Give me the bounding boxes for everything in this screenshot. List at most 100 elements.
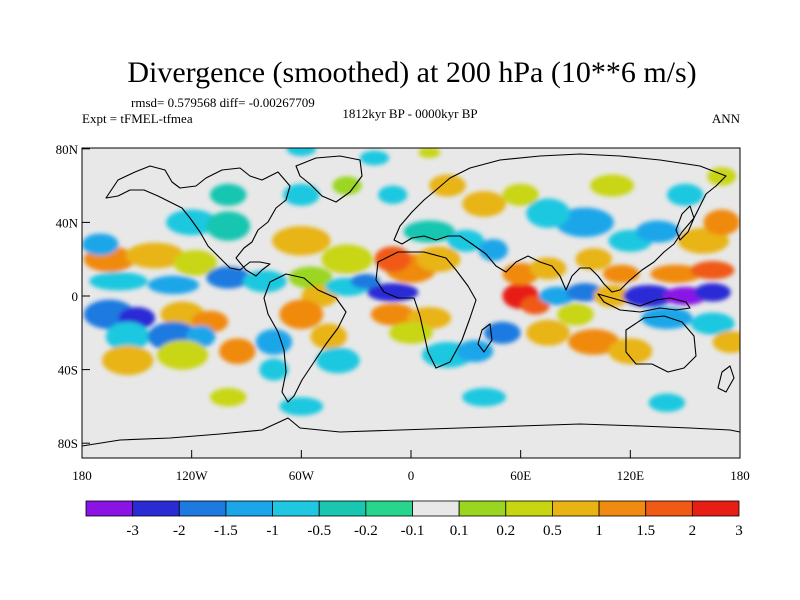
- colorbar-label: 0.1: [450, 523, 469, 539]
- field-contour: [272, 226, 331, 256]
- colorbar-swatch: [225, 500, 273, 517]
- field-contour: [568, 329, 620, 355]
- field-contour: [641, 307, 693, 330]
- colorbar-label: 0.2: [496, 523, 515, 539]
- x-tick-label: 120E: [617, 468, 645, 483]
- coastline-madagascar: [477, 323, 493, 353]
- colorbar-swatch: [645, 500, 693, 517]
- colorbar-label: -0.1: [401, 523, 425, 539]
- colorbar-swatch: [505, 500, 553, 517]
- x-tick-label: 0: [408, 468, 415, 483]
- field-contour: [209, 183, 247, 206]
- field-contour: [526, 319, 571, 346]
- y-tick-label: 40S: [58, 363, 78, 378]
- field-contour: [690, 261, 735, 280]
- coastline-australia: [625, 315, 697, 373]
- colorbar-label: 2: [689, 523, 697, 539]
- field-contour: [557, 303, 594, 326]
- field-contour: [462, 191, 507, 217]
- coastline-greenland: [295, 155, 363, 203]
- field-contour: [378, 185, 408, 204]
- coastline-japan: [675, 205, 695, 241]
- coastline-north-america: [105, 165, 291, 277]
- y-axis: 80N 40N 0 40S 80S: [56, 142, 90, 451]
- field-contour: [538, 286, 576, 306]
- field-contour: [255, 329, 293, 355]
- rmsd-diff-text: rmsd= 0.579568 diff= -0.00267709: [131, 95, 315, 110]
- colorbar-swatch: [412, 500, 460, 517]
- period-label: 1812kyr BP - 0000kyr BP: [342, 106, 477, 121]
- field-contour: [526, 198, 571, 228]
- colorbar-label: -2: [173, 523, 186, 539]
- x-tick-label: 180: [730, 468, 750, 483]
- field-contour: [82, 233, 119, 256]
- coastline-antarctica: [82, 417, 740, 447]
- field-contour: [623, 284, 675, 308]
- field-contour: [429, 174, 466, 197]
- field-contour: [173, 250, 218, 276]
- field-contour: [288, 266, 333, 289]
- field-contour: [321, 244, 373, 274]
- field-contour: [478, 238, 508, 262]
- colorbar-label: 0.5: [543, 523, 562, 539]
- field-contour: [502, 183, 539, 206]
- field-contour: [575, 248, 613, 271]
- colorbar: -3 -2 -1.5 -1 -0.5 -0.2 -0.1 0.1 0.2 0.5 1 1.5 2 3: [85, 500, 743, 539]
- field-contour: [89, 272, 148, 291]
- field-contour: [350, 273, 380, 289]
- field-contour: [259, 358, 289, 381]
- field-contour: [389, 321, 433, 344]
- field-contour: [712, 330, 740, 354]
- field-contour: [370, 303, 415, 326]
- field-contour: [125, 242, 185, 269]
- field-contour: [529, 257, 567, 280]
- field-contour: [602, 264, 640, 284]
- season-label: ANN: [712, 111, 741, 126]
- field-contour: [279, 299, 324, 330]
- field-contour: [648, 393, 686, 412]
- colorbar-swatch: [552, 500, 600, 517]
- field-contour: [315, 347, 360, 374]
- field-contour: [332, 176, 362, 195]
- x-tick-label: 120W: [176, 468, 209, 483]
- y-tick-label: 80N: [56, 142, 79, 157]
- x-axis: 180 120W 60W 0 60E 120E 180: [72, 450, 750, 483]
- coastline-indonesia: [597, 293, 691, 313]
- field-contour: [403, 220, 455, 243]
- colorbar-label: -1: [266, 523, 279, 539]
- field-contour: [593, 284, 631, 308]
- colorbar-label: -1.5: [214, 523, 238, 539]
- field-contour: [374, 246, 411, 273]
- field-contour: [666, 183, 704, 206]
- field-contour: [418, 148, 441, 158]
- field-contour: [219, 338, 256, 365]
- field-contour: [608, 338, 653, 365]
- field-contour: [310, 323, 348, 350]
- colorbar-swatch: [272, 500, 320, 517]
- map-area: [82, 148, 740, 458]
- colorbar-label: 1.5: [636, 523, 655, 539]
- field-contour: [279, 397, 324, 416]
- field-contour: [456, 340, 494, 363]
- field-contour: [206, 211, 251, 241]
- field-contour: [694, 283, 731, 302]
- divergence-field: [82, 148, 740, 416]
- colorbar-label: -3: [126, 523, 139, 539]
- field-contour: [703, 209, 740, 236]
- x-tick-label: 60W: [289, 468, 315, 483]
- colorbar-swatch: [365, 500, 413, 517]
- chart-title: Divergence (smoothed) at 200 hPa (10**6 …: [127, 56, 696, 89]
- colorbar-swatch: [318, 500, 367, 517]
- colorbar-swatch: [132, 500, 180, 517]
- field-contour: [555, 207, 614, 238]
- coastline-new-zealand: [717, 365, 735, 393]
- y-tick-label: 80S: [58, 436, 78, 451]
- coastlines: [82, 153, 740, 447]
- field-contour: [590, 174, 634, 197]
- field-contour: [484, 321, 521, 344]
- field-contour: [102, 345, 154, 376]
- experiment-label: Expt = tFMEL-tfmea: [82, 111, 193, 126]
- x-tick-label: 180: [72, 468, 92, 483]
- coastline-south-america: [263, 273, 347, 403]
